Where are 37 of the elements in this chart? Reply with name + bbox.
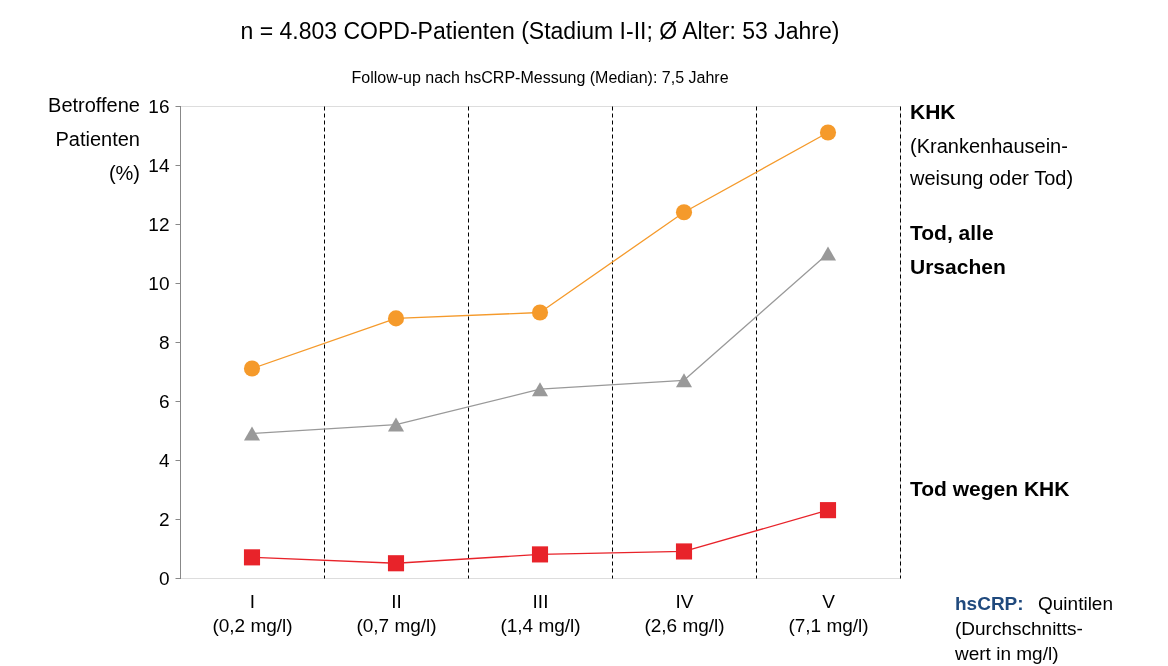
- point: [243, 360, 261, 377]
- text: Tod, alle Ursachen: [910, 220, 1006, 278]
- y-tick-label: 14: [148, 154, 170, 176]
- y-tick-label: 10: [148, 272, 170, 294]
- y-tick-label: 8: [158, 331, 170, 353]
- chart-title: n = 4.803 COPD-Patienten (Stadium I-II; Ø Alter: 53 Jahre): [240, 18, 840, 44]
- y-tick-label: 16: [148, 95, 170, 117]
- point: [243, 426, 261, 441]
- x-tick-label: III (1,4 mg/l): [500, 590, 581, 636]
- x-tick-label: V (7,1 mg/l): [788, 590, 869, 636]
- x-tick-label: IV (2,6 mg/l): [644, 590, 725, 636]
- point: [531, 382, 549, 397]
- point: [675, 543, 693, 560]
- point: [243, 549, 261, 566]
- point: [387, 310, 405, 327]
- point: [387, 555, 405, 572]
- y-axis-title: Betroffene Patienten (%): [48, 94, 140, 184]
- y-tick-label: 4: [158, 449, 170, 471]
- text: (Krankenhausein- weisung oder Tod): [909, 134, 1074, 189]
- y-tick-label: 0: [158, 567, 170, 589]
- x-tick-label: II (0,7 mg/l): [356, 590, 437, 636]
- point: [819, 124, 837, 141]
- x-tick-label: I (0,2 mg/l): [212, 590, 293, 636]
- text: KHK: [910, 99, 956, 123]
- y-tick-label: 12: [148, 213, 170, 235]
- y-tick-label: 2: [158, 508, 170, 530]
- point: [387, 417, 405, 432]
- y-tick-label: 6: [158, 390, 170, 412]
- text: Tod wegen KHK: [910, 477, 1070, 501]
- chart-subtitle: Follow-up nach hsCRP-Messung (Median): 7,5 Jahre: [351, 69, 729, 86]
- point: [675, 204, 693, 221]
- point: [675, 373, 693, 388]
- point: [819, 246, 837, 261]
- point: [531, 304, 549, 321]
- point: [819, 502, 837, 519]
- point: [531, 546, 549, 563]
- x-axis-title: hsCRP: Quintilen (Durchschnitts- wert in mg/l): [954, 593, 1113, 664]
